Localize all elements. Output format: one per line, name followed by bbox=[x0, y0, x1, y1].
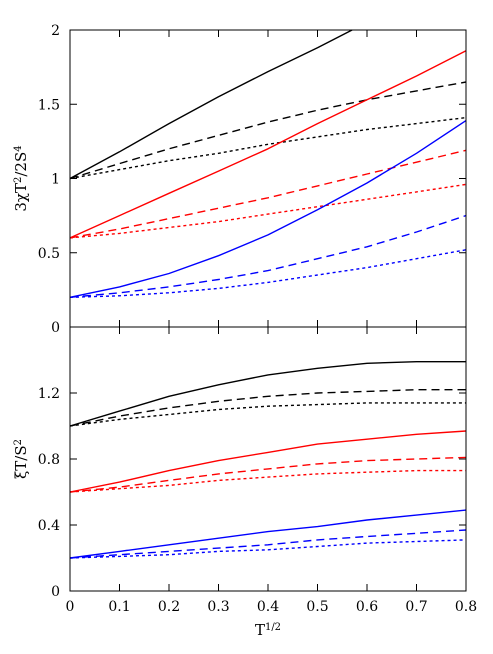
top-series-blue-dashed bbox=[69, 214, 467, 298]
bottom-xtick-label: 0 bbox=[66, 599, 75, 615]
bottom-series-blue-dashed bbox=[69, 529, 467, 559]
bottom-series-blue-solid bbox=[69, 509, 467, 559]
top-panel: 00.511.52 3χT2/2S4 bbox=[12, 23, 467, 336]
bottom-series-red-dotted bbox=[69, 469, 466, 493]
top-series-black-solid bbox=[69, 29, 353, 180]
top-series-black-dashed bbox=[69, 81, 467, 180]
top-series-blue-solid bbox=[69, 120, 467, 298]
bottom-series-blue-dotted bbox=[69, 539, 467, 559]
bottom-ytick-label: 0 bbox=[51, 584, 60, 600]
top-series-group bbox=[69, 29, 467, 298]
bottom-panel: 0 0.4 0.8 1.2 0 0.1 0.2 0.3 0.4 0.5 0.6 0.7 0.8 ξT/… bbox=[12, 326, 478, 639]
bottom-ylabel-base: ξT/S bbox=[12, 445, 30, 479]
bottom-xlabel-exp: 1/2 bbox=[265, 622, 281, 633]
bottom-xtick-label: 0.1 bbox=[108, 599, 130, 615]
bottom-xtick-label: 0.8 bbox=[455, 599, 477, 615]
top-ylabel-exp2: 4 bbox=[13, 145, 24, 151]
bottom-series-group bbox=[69, 361, 467, 559]
bottom-ylabel-exp: 2 bbox=[13, 439, 24, 445]
top-series-red-dashed bbox=[69, 149, 467, 239]
top-series-blue-dotted bbox=[69, 249, 467, 298]
bottom-series-red-dashed bbox=[69, 456, 467, 493]
top-series-red-dotted bbox=[69, 183, 467, 239]
top-ylabel-exp1: 2 bbox=[13, 177, 24, 183]
bottom-ytick-label: 0.4 bbox=[38, 518, 60, 534]
bottom-xtick-label: 0.2 bbox=[158, 599, 180, 615]
bottom-xtick-label: 0.3 bbox=[207, 599, 229, 615]
bottom-series-black-dashed bbox=[69, 389, 466, 427]
top-ylabel: 3χT2/2S4 bbox=[12, 145, 30, 211]
bottom-ylabel: ξT/S2 bbox=[12, 439, 30, 479]
bottom-xtick-label: 0.6 bbox=[356, 599, 378, 615]
bottom-ytick-labels: 0 0.4 0.8 1.2 bbox=[38, 386, 60, 600]
bottom-series-black-solid bbox=[69, 361, 466, 427]
bottom-series-red-solid bbox=[69, 430, 467, 493]
bottom-ytick-label: 0.8 bbox=[38, 452, 60, 468]
bottom-plot-frame bbox=[69, 326, 467, 592]
top-ytick-label: 0.5 bbox=[38, 246, 60, 262]
top-ytick-labels: 0 0.5 1 1.5 2 bbox=[38, 23, 60, 336]
bottom-xtick-label: 0.5 bbox=[306, 599, 328, 615]
bottom-xlabel: T1/2 bbox=[255, 621, 281, 639]
top-ylabel-mid: /2S bbox=[12, 152, 30, 177]
top-ytick-label: 0 bbox=[51, 320, 60, 336]
top-ytick-label: 2 bbox=[51, 23, 60, 39]
top-series-red-solid bbox=[69, 50, 467, 239]
top-ytick-label: 1.5 bbox=[38, 97, 60, 113]
bottom-xtick-label: 0.7 bbox=[405, 599, 427, 615]
bottom-xtick-label: 0.4 bbox=[257, 599, 279, 615]
bottom-series-black-dotted bbox=[69, 402, 466, 427]
bottom-xlabel-base: T bbox=[255, 621, 265, 639]
top-series-black-dotted bbox=[69, 116, 467, 180]
top-ylabel-base: 3χT bbox=[12, 183, 30, 212]
bottom-ticks bbox=[69, 327, 467, 592]
bottom-xtick-labels: 0 0.1 0.2 0.3 0.4 0.5 0.6 0.7 0.8 bbox=[66, 599, 478, 615]
top-ytick-label: 1 bbox=[51, 172, 60, 188]
bottom-ytick-label: 1.2 bbox=[38, 386, 60, 402]
